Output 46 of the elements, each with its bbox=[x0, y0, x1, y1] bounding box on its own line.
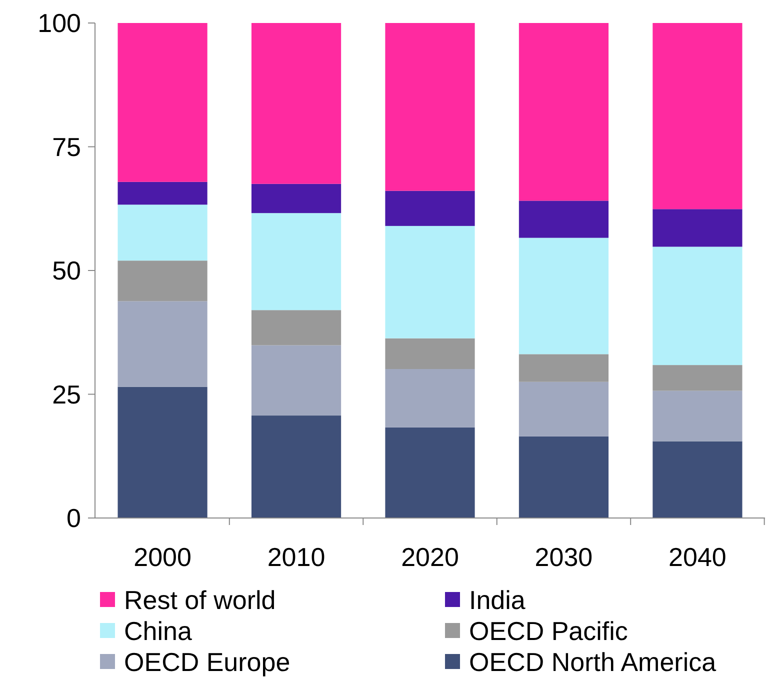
bar bbox=[652, 365, 742, 391]
bar bbox=[385, 338, 475, 370]
bar bbox=[251, 416, 342, 518]
legend-label: OECD North America bbox=[469, 647, 717, 678]
bar bbox=[118, 182, 208, 205]
bar bbox=[652, 441, 742, 518]
bar bbox=[652, 246, 742, 366]
x-tick-label: 2040 bbox=[668, 542, 726, 572]
bar bbox=[251, 184, 342, 214]
bar bbox=[118, 23, 208, 182]
bar bbox=[518, 200, 609, 238]
bar bbox=[385, 23, 475, 191]
bar bbox=[385, 190, 475, 226]
y-tick-label: 75 bbox=[52, 132, 81, 162]
bar bbox=[118, 301, 208, 387]
bar bbox=[118, 260, 208, 302]
legend-label: Rest of world bbox=[124, 585, 276, 616]
bar bbox=[518, 238, 609, 354]
bar bbox=[251, 23, 342, 184]
bar bbox=[385, 427, 475, 518]
bar bbox=[385, 226, 475, 338]
x-tick-label: 2020 bbox=[401, 542, 459, 572]
x-tick-label: 2010 bbox=[267, 542, 326, 572]
bar bbox=[652, 209, 742, 247]
legend-label: OECD Pacific bbox=[469, 616, 628, 646]
x-tick-label: 2000 bbox=[134, 542, 192, 572]
bar bbox=[518, 23, 609, 201]
bar bbox=[652, 23, 742, 210]
bar bbox=[118, 204, 208, 261]
y-tick-label: 100 bbox=[38, 8, 81, 38]
x-tick-label: 2030 bbox=[534, 542, 593, 572]
bar bbox=[251, 310, 342, 346]
legend-label: OECD Europe bbox=[124, 647, 290, 678]
bar bbox=[652, 390, 742, 442]
bar bbox=[251, 213, 342, 310]
bar bbox=[251, 345, 342, 416]
legend-label: India bbox=[469, 585, 526, 616]
bar bbox=[518, 436, 609, 518]
bar bbox=[518, 382, 609, 436]
bar bbox=[118, 386, 208, 518]
legend-label: China bbox=[124, 616, 192, 646]
y-tick-label: 25 bbox=[52, 379, 81, 410]
bar bbox=[518, 354, 609, 382]
y-tick-label: 0 bbox=[66, 503, 81, 534]
y-tick-label: 50 bbox=[52, 256, 81, 286]
bar bbox=[385, 369, 475, 428]
